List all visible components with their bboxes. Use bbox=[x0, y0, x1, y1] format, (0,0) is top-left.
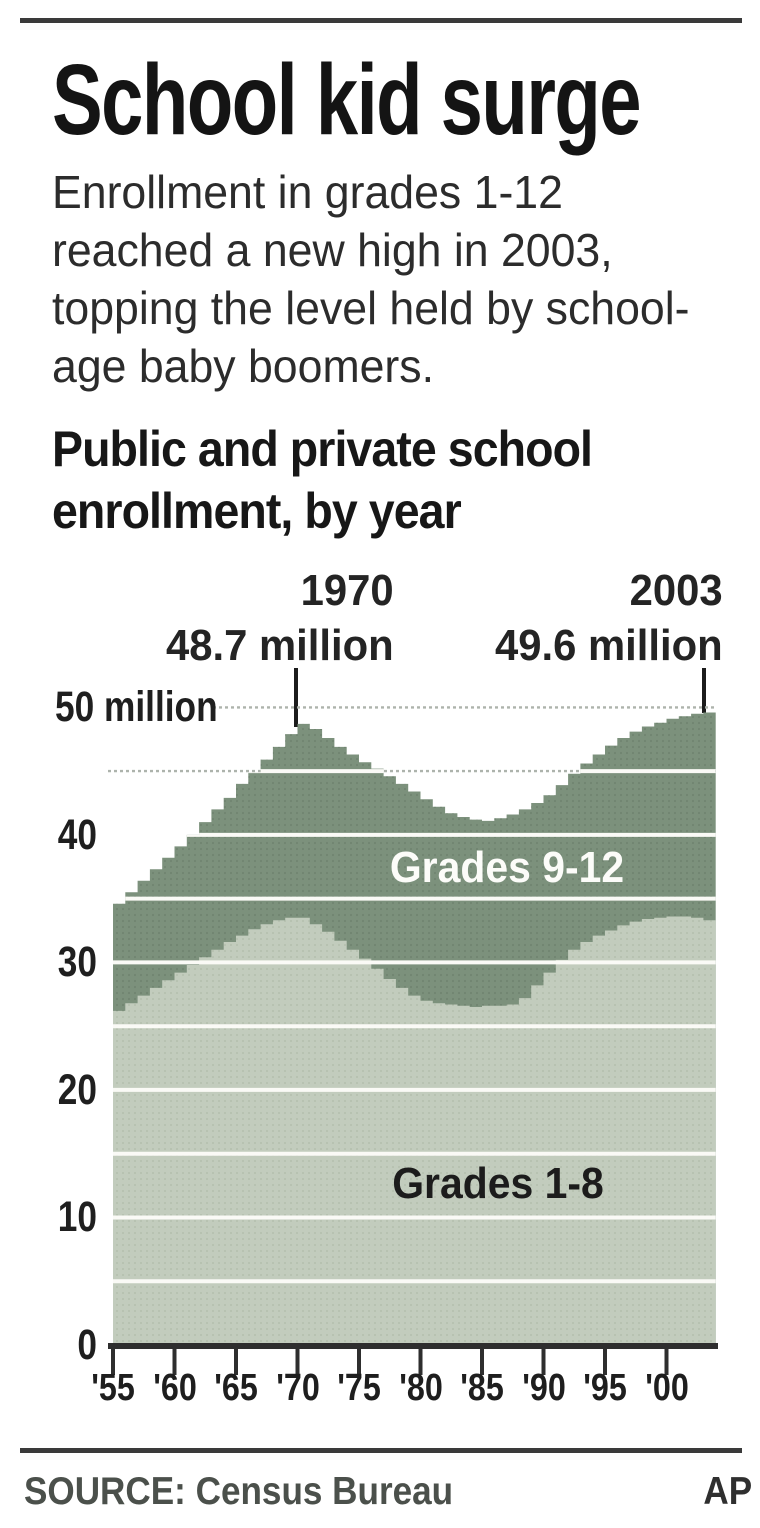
series-label-grades-1-8: Grades 1-8 bbox=[392, 1159, 604, 1208]
top-rule bbox=[20, 18, 742, 23]
page-subtitle: Enrollment in grades 1-12 reached a new … bbox=[52, 163, 690, 395]
x-axis-tick-'70 bbox=[295, 1349, 300, 1375]
annotation-2003-year: 2003 bbox=[630, 566, 723, 615]
x-axis-tick-'75 bbox=[357, 1349, 361, 1375]
annotation-2003-value: 49.6 million bbox=[495, 621, 723, 670]
annotation-2003: 2003 49.6 million bbox=[495, 563, 723, 673]
source-text: SOURCE: Census Bureau bbox=[24, 1470, 454, 1513]
y-axis-label-20: 20 bbox=[57, 1066, 97, 1114]
x-axis-label-'75: '75 bbox=[337, 1367, 381, 1409]
subtitle-line: reached a new high in 2003, bbox=[52, 224, 613, 276]
x-axis-label-'80: '80 bbox=[398, 1367, 443, 1409]
annotation-1970-value: 48.7 million bbox=[166, 621, 394, 670]
x-axis-tick-'85 bbox=[480, 1349, 484, 1375]
chart-heading-line: enrollment, by year bbox=[52, 483, 462, 539]
x-axis-tick-'90 bbox=[541, 1349, 546, 1375]
chart-heading: Public and private school enrollment, by… bbox=[52, 418, 593, 542]
y-axis-label-10: 10 bbox=[57, 1193, 97, 1241]
annotation-1970-year: 1970 bbox=[301, 566, 394, 615]
x-axis-tick-'60 bbox=[172, 1349, 177, 1375]
x-axis-tick-'00 bbox=[664, 1349, 669, 1375]
enrollment-stacked-area-chart bbox=[108, 706, 718, 1375]
x-axis-label-'70: '70 bbox=[275, 1367, 320, 1409]
y-axis-label-0: 0 bbox=[77, 1321, 97, 1369]
x-axis-tick-'55 bbox=[111, 1349, 115, 1375]
ap-credit: AP bbox=[703, 1470, 752, 1513]
annotation-1970-pointer-line bbox=[294, 668, 298, 727]
x-axis-label-'55: '55 bbox=[91, 1367, 135, 1409]
x-axis-baseline bbox=[108, 1343, 718, 1349]
white-gridlines bbox=[113, 769, 716, 1284]
x-axis-tick-'65 bbox=[234, 1349, 238, 1375]
y-axis-label-30: 30 bbox=[57, 938, 97, 986]
annotation-1970: 1970 48.7 million bbox=[166, 563, 394, 673]
chart-heading-line: Public and private school bbox=[52, 421, 593, 477]
series-label-grades-9-12: Grades 9-12 bbox=[389, 843, 625, 892]
x-axis-tick-'95 bbox=[603, 1349, 607, 1375]
bottom-rule bbox=[20, 1448, 742, 1453]
subtitle-line: topping the level held by school- bbox=[52, 282, 690, 334]
page-title: School kid surge bbox=[52, 44, 642, 156]
x-axis-label-'00: '00 bbox=[644, 1367, 689, 1409]
subtitle-line: age baby boomers. bbox=[52, 340, 434, 392]
x-axis-label-'90: '90 bbox=[521, 1367, 566, 1409]
x-axis-label-'85: '85 bbox=[460, 1367, 504, 1409]
y-axis-label-50: 50 million bbox=[55, 683, 218, 731]
x-axis-label-'60: '60 bbox=[152, 1367, 197, 1409]
x-axis-label-'65: '65 bbox=[214, 1367, 258, 1409]
x-axis-label-'95: '95 bbox=[583, 1367, 627, 1409]
x-axis-ticks bbox=[111, 1349, 669, 1375]
y-axis-label-40: 40 bbox=[57, 811, 97, 859]
annotation-2003-pointer-line bbox=[702, 668, 706, 713]
x-axis-tick-'80 bbox=[418, 1349, 423, 1375]
subtitle-line: Enrollment in grades 1-12 bbox=[52, 166, 563, 218]
